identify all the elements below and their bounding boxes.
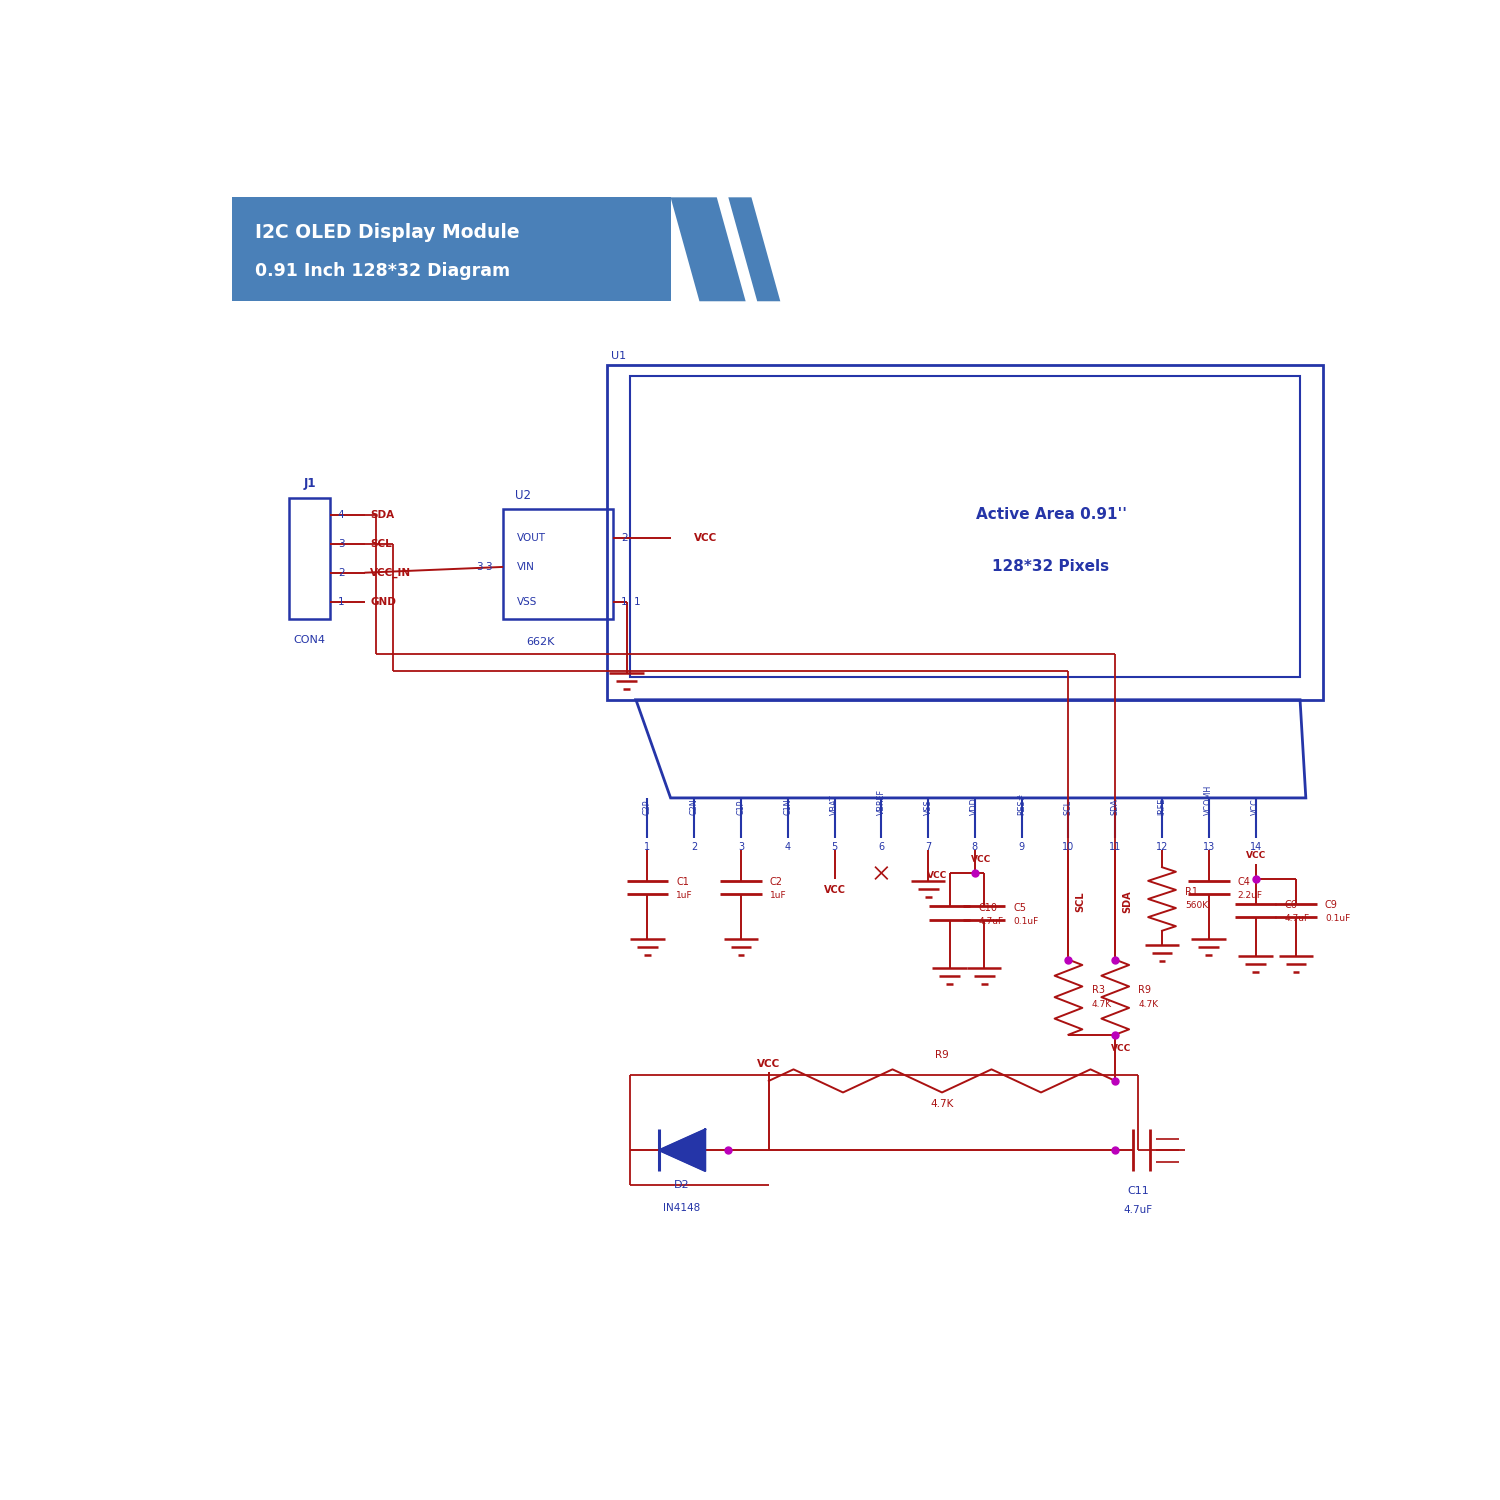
Text: 4: 4 [338,510,345,520]
Text: 2: 2 [692,842,698,852]
Text: J1: J1 [303,477,316,490]
Text: 13: 13 [1203,842,1215,852]
Bar [630,376,1300,676]
Text: C10: C10 [978,903,998,912]
Text: VSS: VSS [518,597,537,606]
Text: 2: 2 [621,532,627,543]
Text: VCC_IN: VCC_IN [370,567,411,578]
Text: GND: GND [370,597,396,606]
Text: 14: 14 [1250,842,1262,852]
Text: VCOMH: VCOMH [1204,784,1214,816]
Text: C5: C5 [1013,903,1026,912]
Text: 1: 1 [621,597,627,606]
Bar [503,509,614,620]
Text: VDD: VDD [970,798,980,816]
Text: VCC: VCC [824,885,846,896]
Text: C11: C11 [1128,1185,1149,1196]
Text: VCC: VCC [1251,798,1260,816]
Text: 1: 1 [338,597,345,606]
Text: IRFE: IRFE [1158,798,1167,816]
Text: VCC: VCC [927,871,948,880]
Text: 8: 8 [972,842,978,852]
Text: 0.1uF: 0.1uF [1013,916,1038,926]
Text: 7: 7 [926,842,932,852]
Text: 2.2uF: 2.2uF [1238,891,1263,900]
Text: VSS: VSS [924,800,933,816]
Text: R9: R9 [1138,986,1152,994]
Polygon shape [658,1130,705,1172]
Text: VBREF: VBREF [878,789,886,816]
Text: 4.7uF: 4.7uF [978,916,1004,926]
Text: 1uF: 1uF [676,891,693,900]
Text: VIN: VIN [518,562,536,572]
Text: SDA: SDA [370,510,394,520]
Text: 0.91 Inch 128*32 Diagram: 0.91 Inch 128*32 Diagram [255,262,510,280]
Text: VCC: VCC [1112,1044,1131,1053]
Text: VBAT: VBAT [830,795,839,816]
Text: 5: 5 [831,842,837,852]
Text: 4.7K: 4.7K [1138,999,1158,1008]
Text: 662K: 662K [526,638,555,646]
Bar [290,498,330,620]
Text: 3: 3 [738,842,744,852]
Text: 2: 2 [338,567,345,578]
Text: SCL: SCL [370,538,392,549]
Text: 12: 12 [1156,842,1168,852]
Text: SDA: SDA [1110,798,1119,816]
Text: 560K: 560K [1185,902,1209,910]
Text: R9: R9 [934,1050,950,1060]
Bar [608,364,1323,699]
Text: C1N: C1N [783,798,792,816]
Polygon shape [729,198,780,302]
Polygon shape [670,198,746,302]
Text: 0.1uF: 0.1uF [1324,914,1350,922]
Text: C2: C2 [770,876,783,886]
Text: C2N: C2N [690,798,699,816]
Text: IN4148: IN4148 [663,1203,700,1214]
Text: 6: 6 [879,842,885,852]
Text: U2: U2 [514,489,531,502]
Text: SCL: SCL [1064,800,1072,816]
Text: 4: 4 [784,842,790,852]
Text: 3: 3 [476,562,483,572]
Text: RES#: RES# [1017,794,1026,816]
Text: C1: C1 [676,876,688,886]
Text: 4.7uF: 4.7uF [1284,914,1310,922]
Text: 9: 9 [1019,842,1025,852]
Text: R3: R3 [1092,986,1104,994]
Text: 1: 1 [645,842,651,852]
Text: C4: C4 [1238,876,1251,886]
Text: 3: 3 [484,562,492,572]
Text: R1: R1 [1185,886,1198,897]
Text: VCC: VCC [1245,850,1266,859]
Text: 10: 10 [1062,842,1074,852]
Text: 128*32 Pixels: 128*32 Pixels [993,560,1110,574]
Text: C9: C9 [1324,900,1338,910]
Text: C1P: C1P [736,800,746,816]
Text: VCC: VCC [693,532,717,543]
Text: U1: U1 [610,351,626,360]
Text: 4.7K: 4.7K [1092,999,1112,1008]
FancyBboxPatch shape [231,198,670,302]
Text: 1uF: 1uF [770,891,786,900]
Text: VCC: VCC [758,1059,780,1068]
Text: D2: D2 [675,1180,690,1190]
Text: CON4: CON4 [294,634,326,645]
Text: 4.7uF: 4.7uF [1124,1206,1154,1215]
Text: I2C OLED Display Module: I2C OLED Display Module [255,222,519,242]
Text: SDA: SDA [1122,891,1132,914]
Text: 11: 11 [1108,842,1122,852]
Text: SCL: SCL [1076,891,1086,912]
Text: Active Area 0.91'': Active Area 0.91'' [975,507,1126,522]
Text: 3: 3 [338,538,345,549]
Text: C6: C6 [1284,900,1298,910]
Text: VCC: VCC [970,855,992,864]
Text: 1: 1 [633,597,640,606]
Text: VOUT: VOUT [518,532,546,543]
Text: 4.7K: 4.7K [930,1100,954,1108]
Text: C2P: C2P [644,800,652,816]
